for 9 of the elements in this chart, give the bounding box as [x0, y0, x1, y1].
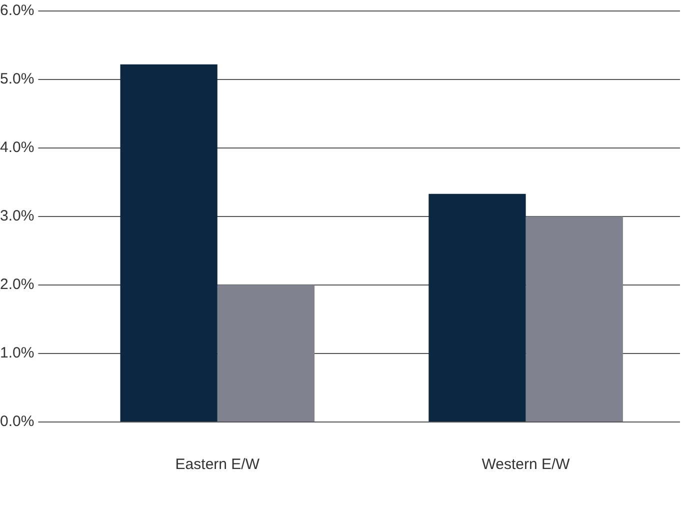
x-tick-label: Western E/W	[482, 456, 571, 474]
y-tick-label: 3.0%	[0, 208, 34, 225]
y-tick-label: 0.0%	[0, 413, 34, 430]
y-tick-label: 1.0%	[0, 344, 34, 362]
y-tick-label: 6.0%	[0, 2, 34, 20]
x-tick-label: Eastern E/W	[175, 456, 260, 474]
y-tick-label: 4.0%	[0, 139, 34, 156]
y-tick-label: 2.0%	[0, 276, 34, 294]
y-tick-label: 5.0%	[0, 70, 34, 88]
